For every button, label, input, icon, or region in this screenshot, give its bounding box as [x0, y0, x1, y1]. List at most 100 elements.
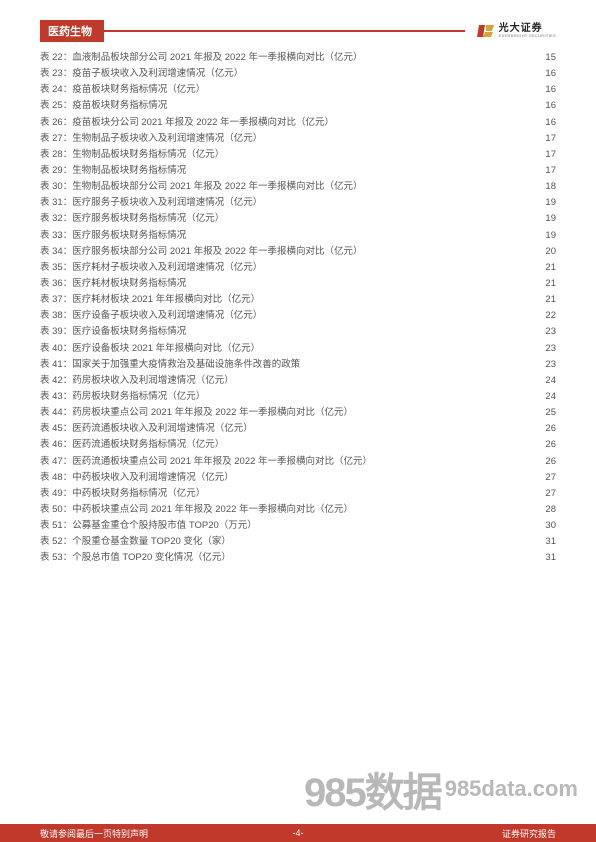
toc-row: 表 50：中药板块重点公司 2021 年年报及 2022 年一季报横向对比（亿元… — [40, 502, 556, 518]
toc-row: 表 38：医疗设备子板块收入及利润增速情况（亿元） 22 — [40, 308, 556, 324]
toc-entry-label: 表 33：医疗服务板块财务指标情况 — [40, 228, 186, 244]
toc-row: 表 44：药房板块重点公司 2021 年年报及 2022 年一季报横向对比（亿元… — [40, 405, 556, 421]
logo-icon — [477, 22, 495, 40]
toc-row: 表 43：药房板块财务指标情况（亿元） 24 — [40, 389, 556, 405]
toc-row: 表 25：疫苗板块财务指标情况 16 — [40, 98, 556, 114]
toc-entry-page: 31 — [545, 534, 556, 550]
toc-entry-page: 22 — [545, 308, 556, 324]
toc-row: 表 27：生物制品子板块收入及利润增速情况（亿元） 17 — [40, 131, 556, 147]
toc-entry-page: 21 — [545, 276, 556, 292]
toc-entry-label: 表 35：医疗耗材子板块收入及利润增速情况（亿元） — [40, 260, 262, 276]
toc-entry-label: 表 53：个股总市值 TOP20 变化情况（亿元） — [40, 550, 231, 566]
toc-entry-label: 表 49：中药板块财务指标情况（亿元） — [40, 486, 205, 502]
toc-row: 表 39：医疗设备板块财务指标情况 23 — [40, 324, 556, 340]
toc-row: 表 29：生物制品板块财务指标情况 17 — [40, 163, 556, 179]
toc-entry-page: 26 — [545, 421, 556, 437]
toc-row: 表 40：医疗设备板块 2021 年年报横向对比（亿元） 23 — [40, 341, 556, 357]
toc-entry-page: 19 — [545, 228, 556, 244]
toc-entry-page: 17 — [545, 147, 556, 163]
toc-entry-label: 表 40：医疗设备板块 2021 年年报横向对比（亿元） — [40, 341, 260, 357]
footer-right: 证券研究报告 — [502, 827, 556, 840]
toc-row: 表 28：生物制品板块财务指标情况（亿元） 17 — [40, 147, 556, 163]
toc-entry-label: 表 43：药房板块财务指标情况（亿元） — [40, 389, 205, 405]
toc-row: 表 41：国家关于加强重大疫情救治及基础设施条件改善的政策 23 — [40, 357, 556, 373]
toc-entry-page: 31 — [545, 550, 556, 566]
table-of-contents: 表 22：血液制品板块部分公司 2021 年报及 2022 年一季报横向对比（亿… — [40, 50, 556, 567]
toc-row: 表 35：医疗耗材子板块收入及利润增速情况（亿元） 21 — [40, 260, 556, 276]
page-header: 医药生物 光大证券 EVERBRIGHT SECURITIES — [40, 20, 556, 42]
toc-entry-page: 17 — [545, 131, 556, 147]
toc-entry-page: 19 — [545, 195, 556, 211]
toc-row: 表 32：医疗服务板块财务指标情况（亿元）19 — [40, 211, 556, 227]
toc-entry-label: 表 23：疫苗子板块收入及利润增速情况（亿元） — [40, 66, 243, 82]
toc-row: 表 48：中药板块收入及利润增速情况（亿元） 27 — [40, 470, 556, 486]
toc-entry-page: 16 — [545, 66, 556, 82]
toc-row: 表 52：个股重仓基金数量 TOP20 变化（家） 31 — [40, 534, 556, 550]
toc-row: 表 26：疫苗板块分公司 2021 年报及 2022 年一季报横向对比（亿元） 1… — [40, 115, 556, 131]
section-title: 医药生物 — [40, 20, 104, 42]
toc-row: 表 36：医疗耗材板块财务指标情况21 — [40, 276, 556, 292]
toc-entry-page: 28 — [545, 502, 556, 518]
toc-entry-label: 表 27：生物制品子板块收入及利润增速情况（亿元） — [40, 131, 262, 147]
toc-entry-label: 表 48：中药板块收入及利润增速情况（亿元） — [40, 470, 234, 486]
toc-row: 表 33：医疗服务板块财务指标情况 19 — [40, 228, 556, 244]
toc-row: 表 45：医药流通板块收入及利润增速情况（亿元） 26 — [40, 421, 556, 437]
toc-row: 表 47：医药流通板块重点公司 2021 年年报及 2022 年一季报横向对比（… — [40, 454, 556, 470]
toc-row: 表 24：疫苗板块财务指标情况（亿元）16 — [40, 82, 556, 98]
toc-entry-page: 15 — [545, 50, 556, 66]
toc-entry-page: 21 — [545, 260, 556, 276]
toc-entry-label: 表 52：个股重仓基金数量 TOP20 变化（家） — [40, 534, 231, 550]
toc-entry-label: 表 44：药房板块重点公司 2021 年年报及 2022 年一季报横向对比（亿元… — [40, 405, 353, 421]
brand-logo: 光大证券 EVERBRIGHT SECURITIES — [477, 22, 556, 40]
footer-left: 敬请参阅最后一页特别声明 — [40, 827, 148, 840]
toc-entry-label: 表 31：医疗服务子板块收入及利润增速情况（亿元） — [40, 195, 262, 211]
toc-entry-page: 23 — [545, 341, 556, 357]
toc-row: 表 31：医疗服务子板块收入及利润增速情况（亿元） 19 — [40, 195, 556, 211]
toc-entry-page: 23 — [545, 357, 556, 373]
toc-entry-label: 表 26：疫苗板块分公司 2021 年报及 2022 年一季报横向对比（亿元） — [40, 115, 334, 131]
toc-entry-page: 23 — [545, 324, 556, 340]
toc-entry-label: 表 38：医疗设备子板块收入及利润增速情况（亿元） — [40, 308, 262, 324]
toc-entry-page: 16 — [545, 98, 556, 114]
watermark: 985数据 985data.com — [304, 760, 578, 818]
toc-entry-label: 表 39：医疗设备板块财务指标情况 — [40, 324, 186, 340]
toc-entry-label: 表 37：医疗耗材板块 2021 年年报横向对比（亿元） — [40, 292, 260, 308]
toc-entry-label: 表 50：中药板块重点公司 2021 年年报及 2022 年一季报横向对比（亿元… — [40, 502, 353, 518]
toc-row: 表 53：个股总市值 TOP20 变化情况（亿元） 31 — [40, 550, 556, 566]
toc-entry-page: 24 — [545, 389, 556, 405]
toc-entry-page: 17 — [545, 163, 556, 179]
toc-entry-page: 27 — [545, 470, 556, 486]
toc-row: 表 34：医疗服务板块部分公司 2021 年报及 2022 年一季报横向对比（亿… — [40, 244, 556, 260]
toc-entry-page: 25 — [545, 405, 556, 421]
toc-row: 表 42：药房板块收入及利润增速情况（亿元） 24 — [40, 373, 556, 389]
toc-entry-page: 20 — [545, 244, 556, 260]
toc-entry-label: 表 42：药房板块收入及利润增速情况（亿元） — [40, 373, 234, 389]
toc-entry-label: 表 22：血液制品板块部分公司 2021 年报及 2022 年一季报横向对比（亿… — [40, 50, 363, 66]
header-bar: 医药生物 — [40, 20, 465, 42]
toc-entry-label: 表 41：国家关于加强重大疫情救治及基础设施条件改善的政策 — [40, 357, 300, 373]
toc-entry-page: 30 — [545, 518, 556, 534]
toc-entry-label: 表 25：疫苗板块财务指标情况 — [40, 98, 167, 114]
toc-entry-page: 16 — [545, 115, 556, 131]
brand-name-en: EVERBRIGHT SECURITIES — [499, 34, 556, 38]
toc-entry-label: 表 30：生物制品板块部分公司 2021 年报及 2022 年一季报横向对比（亿… — [40, 179, 363, 195]
toc-row: 表 49：中药板块财务指标情况（亿元）27 — [40, 486, 556, 502]
toc-entry-page: 24 — [545, 373, 556, 389]
toc-row: 表 30：生物制品板块部分公司 2021 年报及 2022 年一季报横向对比（亿… — [40, 179, 556, 195]
logo-text: 光大证券 EVERBRIGHT SECURITIES — [499, 24, 556, 38]
toc-entry-label: 表 32：医疗服务板块财务指标情况（亿元） — [40, 211, 224, 227]
toc-entry-label: 表 45：医药流通板块收入及利润增速情况（亿元） — [40, 421, 253, 437]
toc-row: 表 22：血液制品板块部分公司 2021 年报及 2022 年一季报横向对比（亿… — [40, 50, 556, 66]
toc-entry-page: 26 — [545, 437, 556, 453]
toc-row: 表 23：疫苗子板块收入及利润增速情况（亿元） 16 — [40, 66, 556, 82]
page-footer: 敬请参阅最后一页特别声明 -4- 证券研究报告 — [0, 824, 596, 842]
toc-entry-label: 表 47：医药流通板块重点公司 2021 年年报及 2022 年一季报横向对比（… — [40, 454, 372, 470]
toc-entry-page: 26 — [545, 454, 556, 470]
toc-entry-label: 表 29：生物制品板块财务指标情况 — [40, 163, 186, 179]
toc-row: 表 51：公募基金重仓个股持股市值 TOP20（万元）30 — [40, 518, 556, 534]
toc-entry-page: 18 — [545, 179, 556, 195]
watermark-big: 985数据 — [304, 760, 441, 818]
toc-entry-label: 表 28：生物制品板块财务指标情况（亿元） — [40, 147, 224, 163]
toc-entry-label: 表 46：医药流通板块财务指标情况（亿元） — [40, 437, 224, 453]
toc-row: 表 37：医疗耗材板块 2021 年年报横向对比（亿元）21 — [40, 292, 556, 308]
